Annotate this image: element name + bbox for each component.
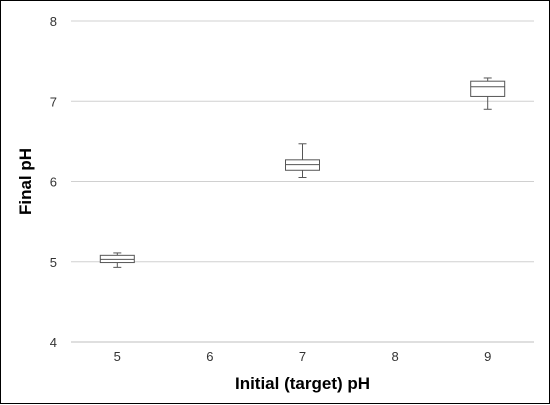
- tick-labels: 4 5 6 7 8 5 6 7 8 9: [50, 14, 492, 364]
- boxes: [99, 77, 506, 268]
- y-tick-label: 7: [50, 94, 57, 109]
- x-tick-label: 6: [206, 349, 213, 364]
- x-tick-label: 7: [299, 349, 306, 364]
- box-5: [99, 252, 135, 268]
- y-tick-label: 4: [50, 335, 57, 350]
- y-tick-label: 6: [50, 175, 57, 190]
- y-axis-label: Final pH: [16, 148, 35, 215]
- box-9: [470, 77, 506, 110]
- box-7: [285, 143, 320, 178]
- x-tick-label: 9: [484, 349, 491, 364]
- box-iqr: [470, 80, 506, 97]
- x-axis-label: Initial (target) pH: [235, 374, 370, 393]
- x-tick-label: 8: [391, 349, 398, 364]
- y-tick-label: 5: [50, 255, 57, 270]
- x-tick-label: 5: [114, 349, 121, 364]
- gridlines: [71, 20, 534, 263]
- y-tick-label: 8: [50, 14, 57, 29]
